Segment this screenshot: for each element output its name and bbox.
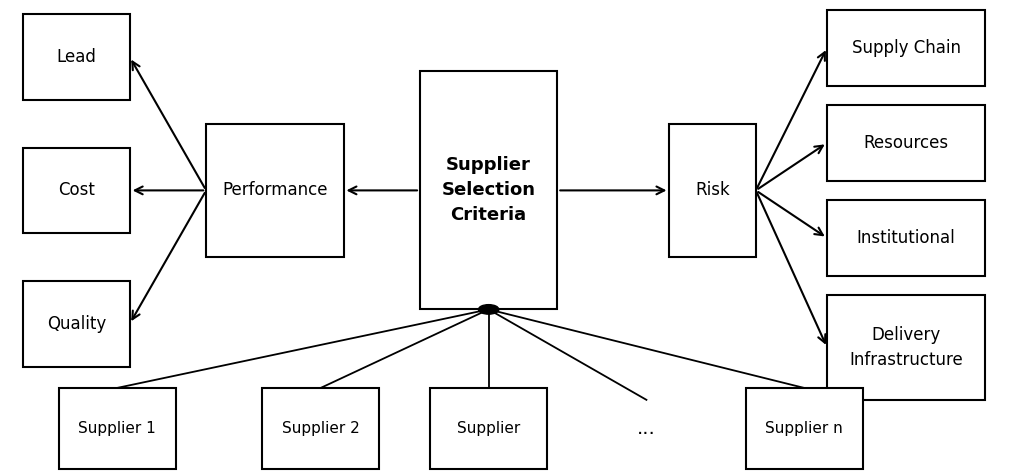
FancyBboxPatch shape — [827, 200, 985, 276]
Text: Risk: Risk — [695, 181, 730, 199]
Text: Institutional: Institutional — [856, 229, 956, 247]
FancyBboxPatch shape — [59, 388, 176, 469]
FancyBboxPatch shape — [669, 124, 755, 257]
Text: Supplier 1: Supplier 1 — [78, 421, 156, 436]
Text: Supplier 2: Supplier 2 — [282, 421, 359, 436]
Text: Supplier
Selection
Criteria: Supplier Selection Criteria — [442, 157, 535, 224]
FancyBboxPatch shape — [22, 281, 130, 367]
Text: Cost: Cost — [58, 181, 95, 199]
Text: Resources: Resources — [863, 134, 949, 152]
Text: Quality: Quality — [47, 315, 106, 333]
FancyBboxPatch shape — [430, 388, 547, 469]
FancyBboxPatch shape — [22, 14, 130, 100]
Text: Supply Chain: Supply Chain — [851, 39, 961, 57]
FancyBboxPatch shape — [827, 10, 985, 86]
Text: ...: ... — [637, 419, 656, 438]
Text: Delivery
Infrastructure: Delivery Infrastructure — [849, 326, 963, 369]
FancyBboxPatch shape — [827, 295, 985, 400]
FancyBboxPatch shape — [827, 105, 985, 181]
Text: Supplier: Supplier — [457, 421, 520, 436]
Text: Supplier n: Supplier n — [766, 421, 843, 436]
Circle shape — [478, 305, 499, 314]
FancyBboxPatch shape — [206, 124, 344, 257]
Text: Lead: Lead — [56, 48, 97, 66]
FancyBboxPatch shape — [745, 388, 862, 469]
FancyBboxPatch shape — [419, 71, 558, 309]
FancyBboxPatch shape — [262, 388, 379, 469]
FancyBboxPatch shape — [22, 148, 130, 233]
Text: Performance: Performance — [222, 181, 328, 199]
